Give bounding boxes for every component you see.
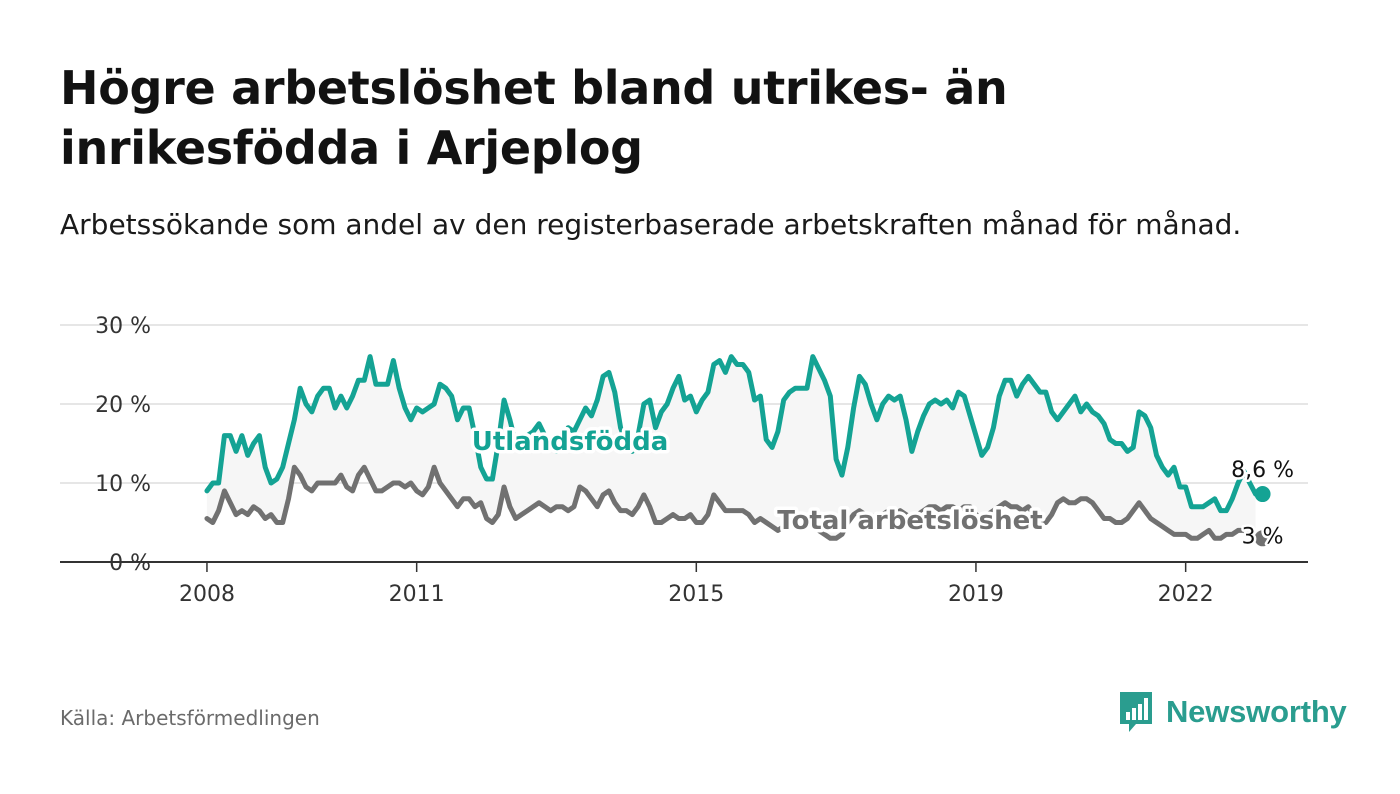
y-tick-label: 20 % xyxy=(95,393,151,418)
foreign-born-end-point xyxy=(1254,486,1271,503)
x-tick-label: 2019 xyxy=(948,582,1004,607)
chart-title: Högre arbetslöshet bland utrikes- än inr… xyxy=(60,61,1008,175)
gap-shading xyxy=(206,356,1256,539)
y-tick-label: 0 % xyxy=(109,551,151,576)
newsworthy-logo-icon xyxy=(1120,692,1152,732)
foreign-born-series-label: Utlandsfödda xyxy=(472,427,669,457)
total-unemployment-end-point xyxy=(1254,530,1271,547)
x-axis-ticks: 2008 2011 2015 2019 2022 xyxy=(179,562,1214,607)
x-tick-label: 2022 xyxy=(1158,582,1214,607)
y-tick-label: 30 % xyxy=(95,314,151,339)
series-lines xyxy=(204,354,1271,547)
total-unemployment-end-label: 3 % xyxy=(1242,524,1284,549)
brand-name: Newsworthy xyxy=(1166,694,1347,729)
total-unemployment-series-label: Total arbetslöshet xyxy=(777,506,1042,536)
foreign-born-line xyxy=(204,354,1259,514)
x-tick-label: 2015 xyxy=(668,582,724,607)
line-chart: 0 % 10 % 20 % 30 % 2008 2011 2015 2019 2022 8,6… xyxy=(60,314,1308,607)
foreign-born-end-label: 8,6 % xyxy=(1231,458,1294,483)
chart-subtitle: Arbetssökande som andel av den registerb… xyxy=(60,208,1242,241)
series-labels: 8,6 % 3 % Utlandsfödda Total arbetslöshet xyxy=(468,424,1296,552)
brand-logo[interactable]: Newsworthy xyxy=(1118,688,1347,736)
total-unemployment-line xyxy=(204,464,1259,541)
x-tick-label: 2011 xyxy=(389,582,445,607)
y-axis-ticks: 0 % 10 % 20 % 30 % xyxy=(95,314,151,576)
x-tick-label: 2008 xyxy=(179,582,235,607)
source-note: Källa: Arbetsförmedlingen xyxy=(60,706,320,730)
y-tick-label: 10 % xyxy=(95,472,151,497)
